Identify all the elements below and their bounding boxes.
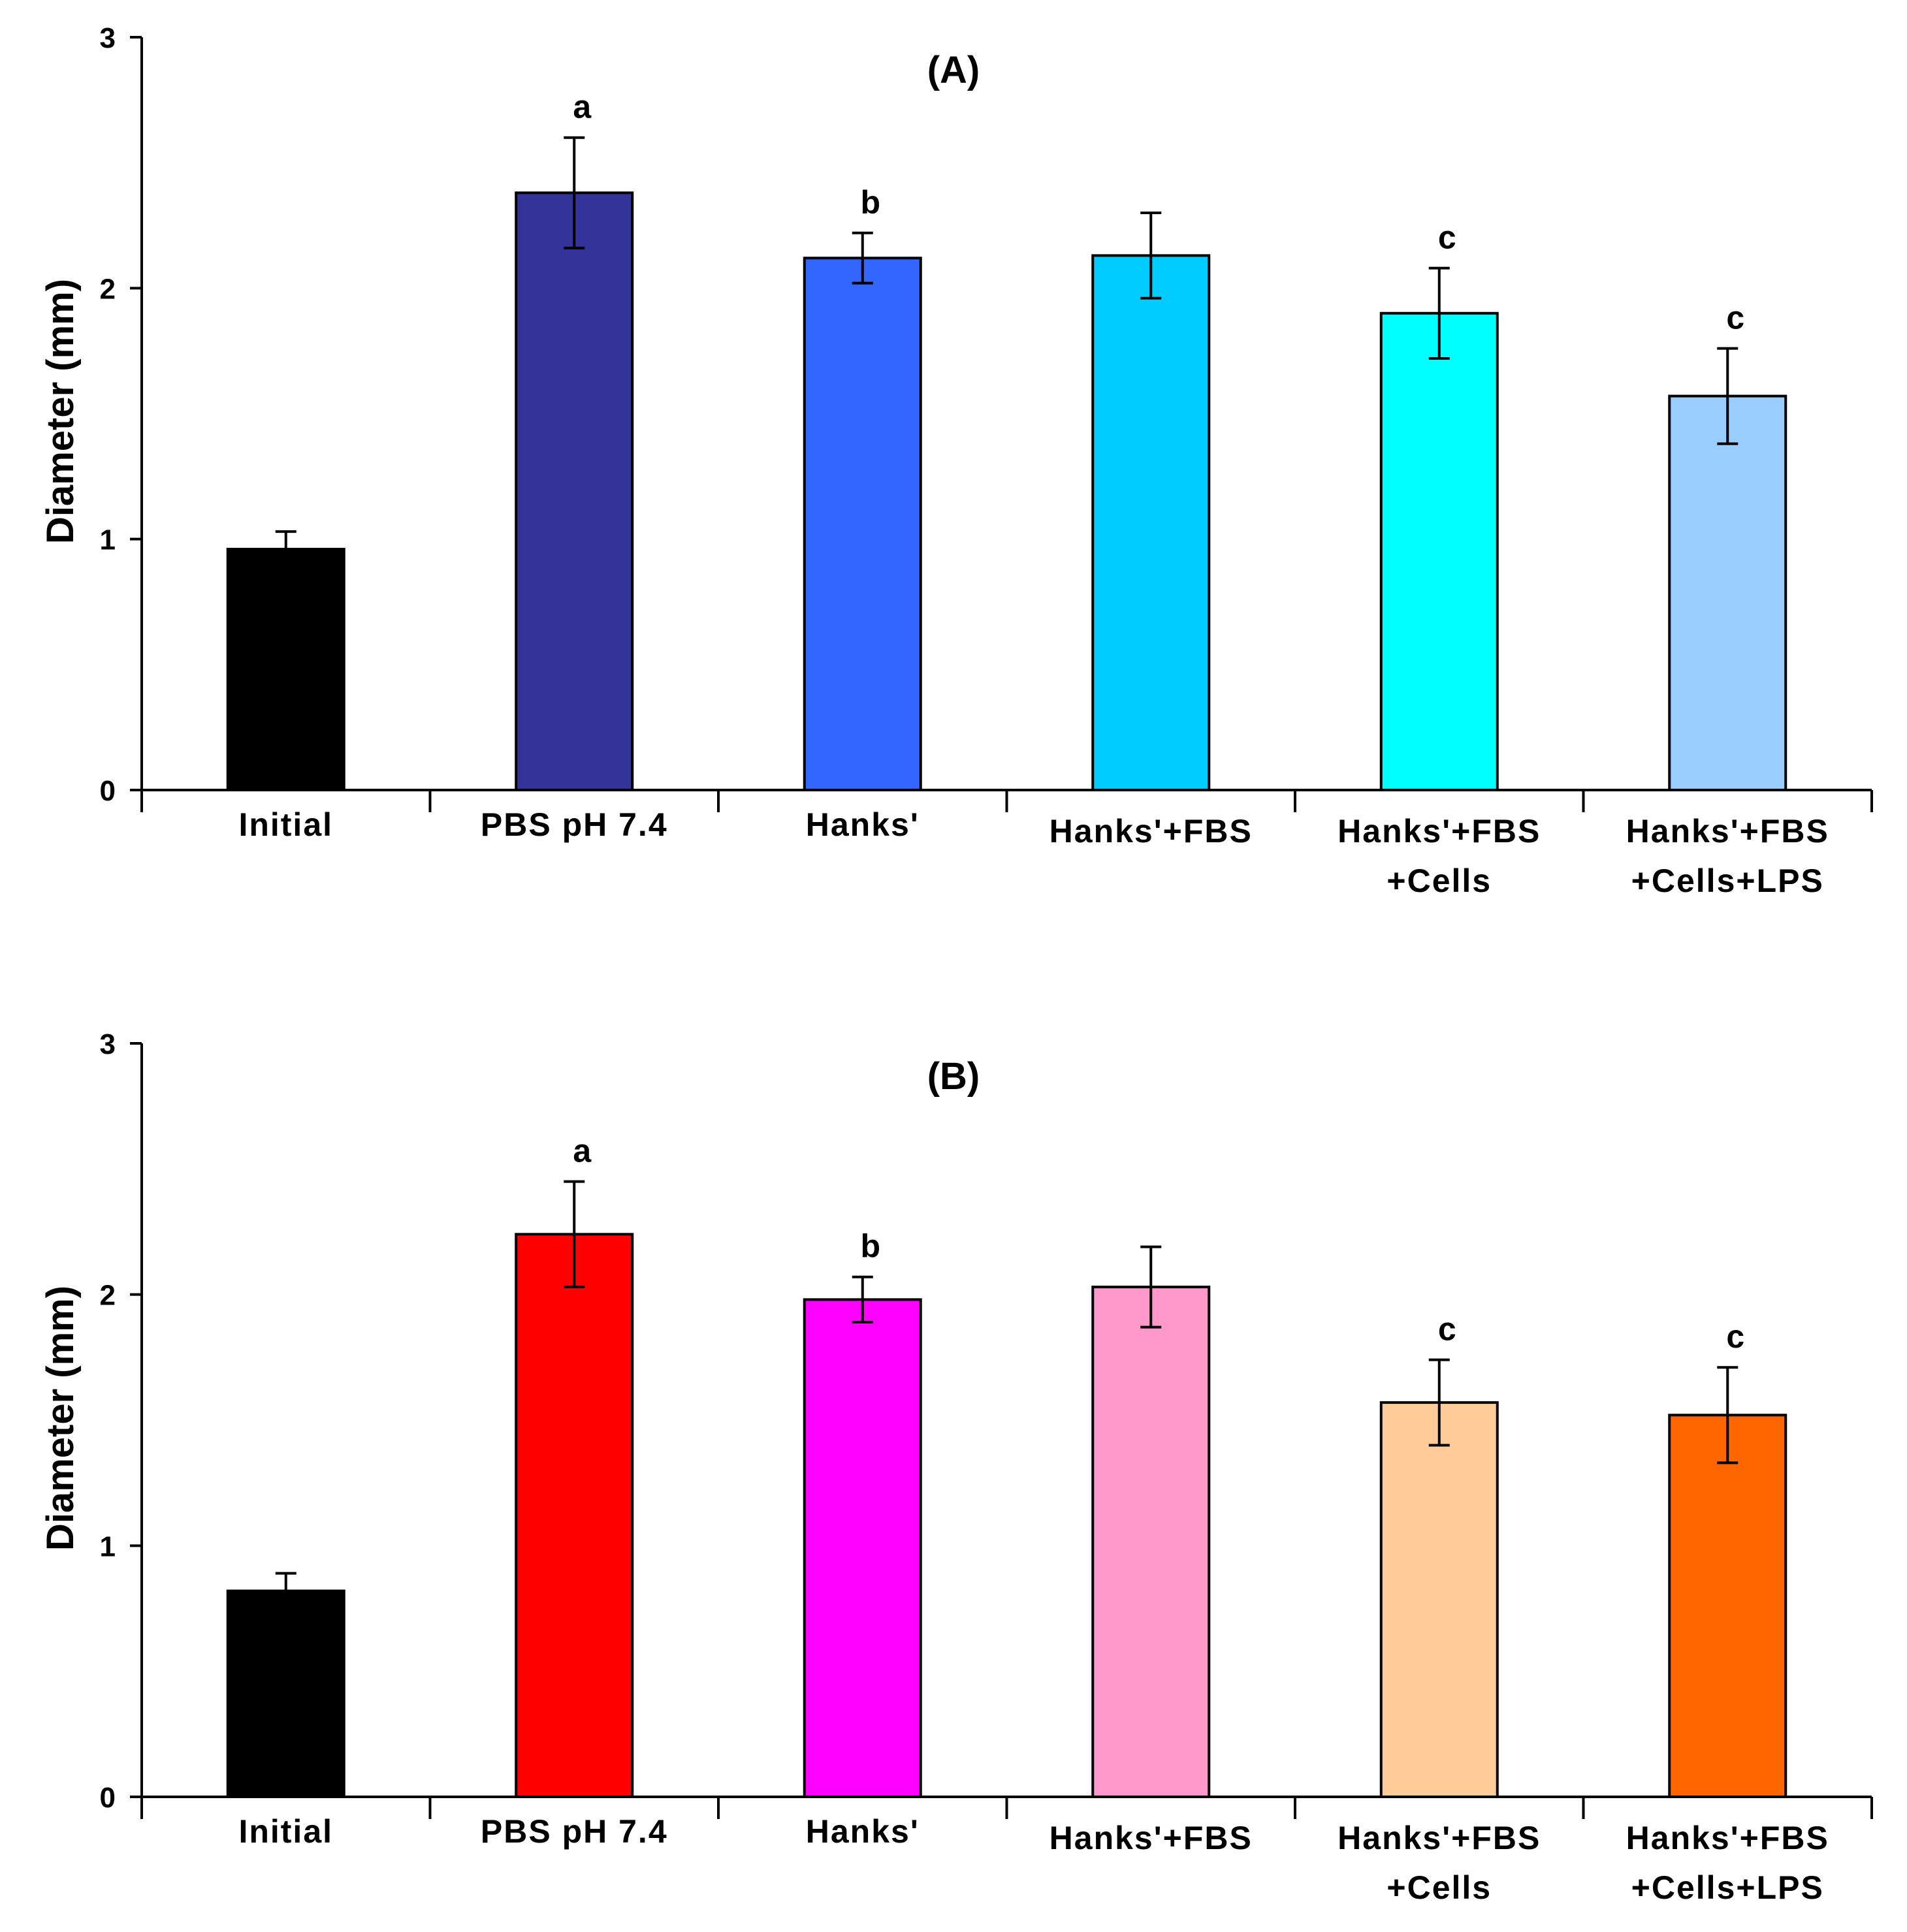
y-tick-label: 3 [100, 22, 116, 54]
bar [1091, 254, 1211, 791]
y-tick-label: 1 [100, 1530, 116, 1562]
y-tick-label: 0 [100, 1782, 116, 1814]
chart-panel-a: (A) Diameter (mm) 0 1 2 3 Initial a PBS pH 7.4 b H… [39, 22, 1873, 899]
y-axis-label: Diameter (mm) [39, 1286, 82, 1551]
x-category-label: Hanks'+FBS [1050, 813, 1253, 849]
x-category-label: Hanks'+FBS [1050, 1820, 1253, 1856]
x-category-label: PBS pH 7.4 [481, 1813, 668, 1850]
significance-letter: c [1726, 1318, 1744, 1355]
chart-panel-b: (B) Diameter (mm) 0 1 2 3 Initial a PBS pH 7.4 b H… [39, 1028, 1873, 1906]
x-category-label: +Cells [1386, 863, 1492, 899]
bar [1668, 1414, 1787, 1798]
bar [226, 1589, 345, 1798]
bar [515, 191, 634, 791]
x-category-label: +Cells+LPS [1631, 1869, 1824, 1906]
bar [1379, 1401, 1499, 1798]
bar [226, 548, 345, 791]
bar [1668, 394, 1787, 791]
x-category-label: +Cells+LPS [1631, 863, 1824, 899]
significance-letter: b [860, 1228, 880, 1265]
x-category-label: +Cells [1386, 1869, 1492, 1906]
bar [515, 1233, 634, 1798]
significance-letter: c [1438, 1311, 1456, 1348]
x-category-label: Hanks'+FBS [1626, 813, 1829, 849]
y-tick-label: 0 [100, 775, 116, 807]
y-axis-label: Diameter (mm) [39, 279, 82, 544]
x-category-label: Hanks' [806, 1813, 920, 1850]
y-tick-label: 1 [100, 524, 116, 556]
significance-letter: a [573, 1133, 592, 1169]
bar [1379, 311, 1499, 791]
significance-letter: c [1726, 300, 1744, 336]
y-tick-label: 3 [100, 1028, 116, 1060]
significance-letter: c [1438, 219, 1456, 256]
significance-letter: b [860, 184, 880, 221]
x-category-label: Initial [238, 806, 333, 843]
y-tick-label: 2 [100, 1280, 116, 1312]
x-category-label: PBS pH 7.4 [481, 806, 668, 843]
x-category-label: Initial [238, 1813, 333, 1850]
bar [803, 1298, 922, 1798]
y-tick-label: 2 [100, 273, 116, 305]
x-category-label: Hanks'+FBS [1338, 813, 1541, 849]
x-category-label: Hanks'+FBS [1338, 1820, 1541, 1856]
x-category-label: Hanks'+FBS [1626, 1820, 1829, 1856]
significance-letter: a [573, 89, 592, 125]
chart-title: (B) [927, 1055, 980, 1098]
x-category-label: Hanks' [806, 806, 920, 843]
bar [1091, 1286, 1211, 1799]
bar [803, 257, 922, 792]
chart-title: (A) [927, 49, 980, 91]
